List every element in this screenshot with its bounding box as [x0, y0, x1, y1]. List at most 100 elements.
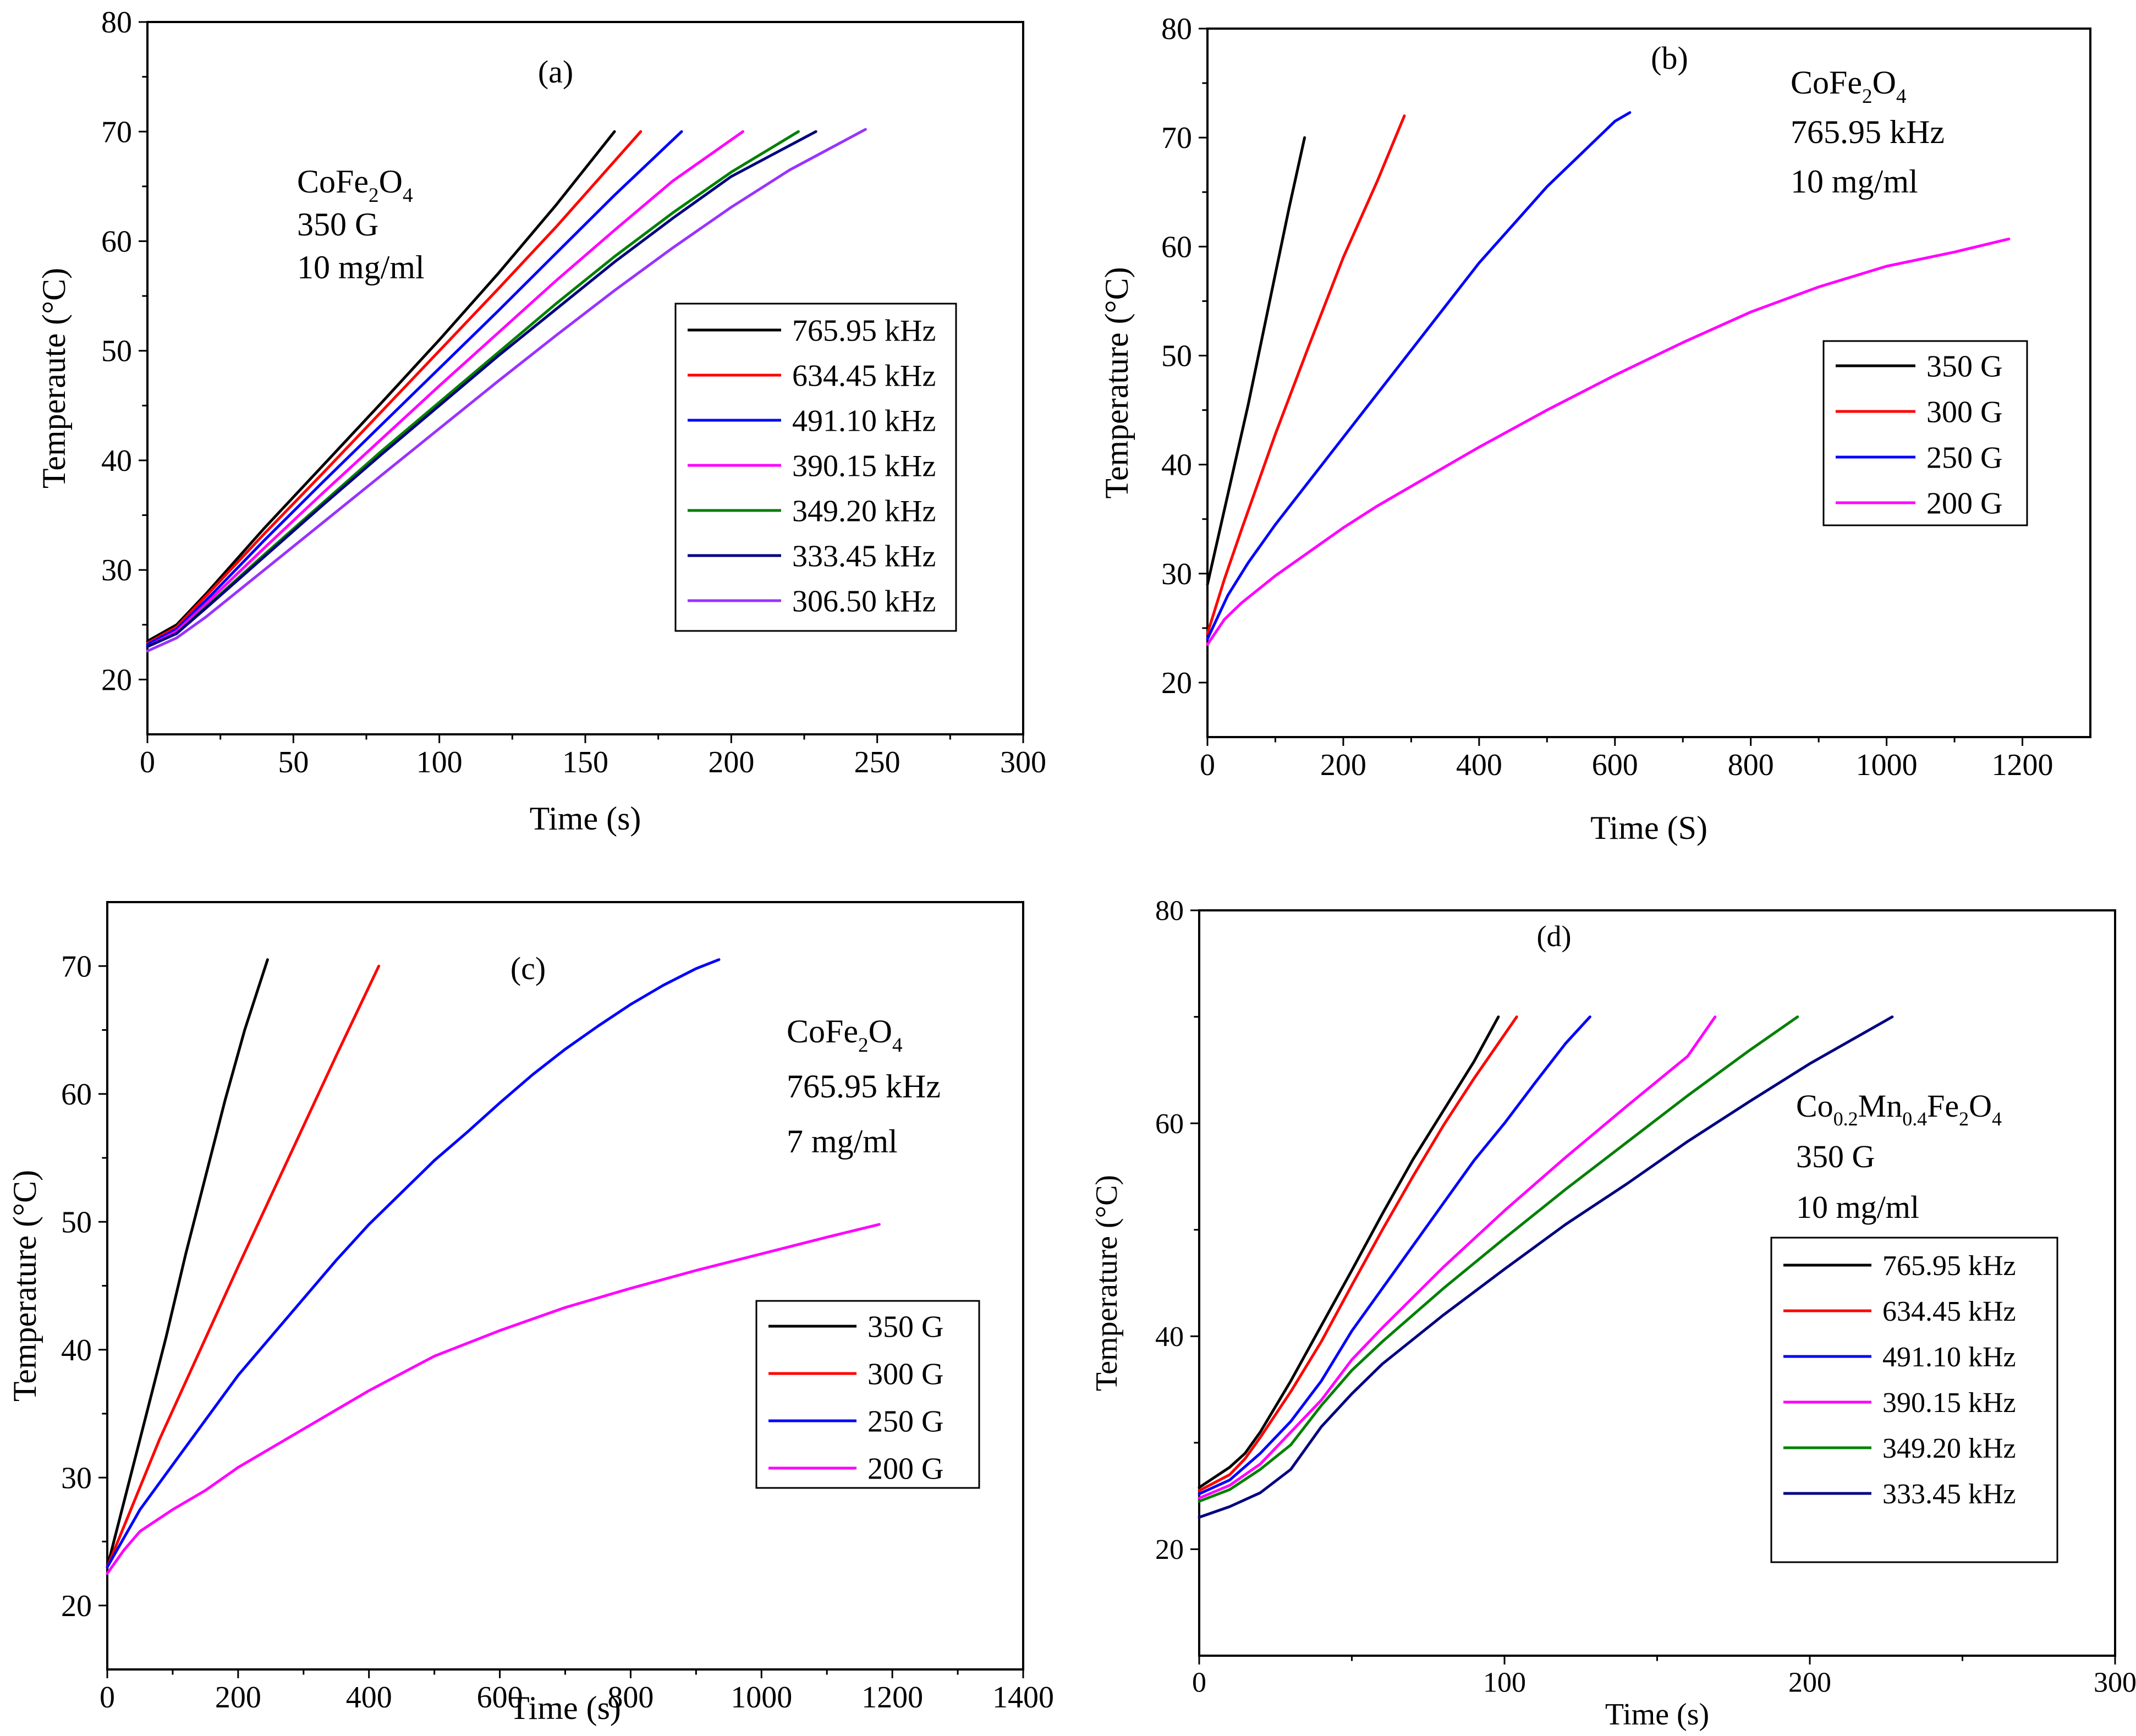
- legend-label: 200 G: [867, 1452, 943, 1486]
- y-tick-label: 70: [1161, 121, 1192, 155]
- series-line-765-95-khz: [146, 130, 616, 643]
- formula-subscript: 4: [892, 1034, 903, 1057]
- y-tick-label: 40: [61, 1333, 92, 1367]
- legend-label: 300 G: [867, 1358, 943, 1392]
- legend: 350 G 300 G 250 G 200 G: [1822, 340, 2028, 526]
- concentration: 10 mg/ml: [1791, 163, 1918, 200]
- legend-label: 200 G: [1926, 487, 2002, 521]
- x-tick-label: 200: [708, 745, 754, 779]
- series-line-200-g: [106, 1223, 881, 1575]
- panel-label: (a): [538, 54, 573, 90]
- formula-text: O: [379, 163, 403, 200]
- y-axis-label: Temperaute (°C): [36, 268, 72, 488]
- series-line-300-g: [106, 964, 381, 1569]
- x-tick-label: 200: [1788, 1667, 1831, 1698]
- formula-subscript: 0.2: [1833, 1108, 1858, 1130]
- x-tick-label: 0: [140, 745, 155, 779]
- field-strength: 765.95 kHz: [1791, 114, 1945, 150]
- series-line-300-g: [1206, 114, 1406, 635]
- y-tick-label: 60: [61, 1078, 92, 1112]
- x-tick-label: 1000: [1856, 748, 1918, 782]
- legend-label: 765.95 kHz: [1882, 1250, 2016, 1282]
- chart-panel-b: 0 200 400 600 800 1000 1200 20 30 40 50 60 70 80 Time …: [1099, 12, 2091, 846]
- x-tick-label: 0: [100, 1680, 115, 1715]
- formula-text: CoFe: [297, 163, 369, 200]
- x-tick-label: 100: [416, 745, 463, 779]
- x-tick-label: 300: [1000, 745, 1046, 779]
- formula-text: O: [1969, 1088, 1992, 1124]
- y-tick-label: 80: [1161, 12, 1192, 46]
- y-tick-label: 40: [1161, 448, 1192, 482]
- formula-text: O: [869, 1013, 892, 1050]
- series-line-333-45-khz: [1198, 1015, 1894, 1519]
- series-line-491-10-khz: [146, 130, 683, 646]
- formula-text: CoFe: [1791, 64, 1862, 101]
- x-axis-label: Time (s): [509, 1690, 621, 1726]
- y-tick-label: 30: [101, 553, 132, 587]
- legend-label: 350 G: [1926, 350, 2002, 384]
- x-tick-label: 1400: [992, 1680, 1054, 1715]
- legend-label: 250 G: [1926, 441, 2002, 475]
- chart-panel-d: 0 100 200 300 20 40 60 80 Time (s) Temperature (°…: [1090, 896, 2136, 1732]
- x-tick-label: 0: [1192, 1667, 1206, 1698]
- y-axis-label: Temperature (°C): [1099, 267, 1135, 498]
- y-axis-label: Temperature (°C): [7, 1170, 43, 1402]
- y-tick-label: 80: [1155, 896, 1184, 927]
- formula-subscript: 2: [858, 1034, 869, 1057]
- formula-subscript: 4: [1992, 1108, 2002, 1130]
- legend-label: 390.15 kHz: [1882, 1387, 2016, 1419]
- y-tick-label: 60: [1155, 1108, 1184, 1140]
- series-line-250-g: [1206, 111, 1632, 641]
- y-tick-label: 30: [1161, 557, 1192, 591]
- x-tick-label: 200: [215, 1680, 261, 1715]
- formula-subscript: 0.4: [1902, 1108, 1927, 1130]
- legend: 350 G 300 G 250 G 200 G: [755, 1300, 980, 1489]
- formula-text: Co: [1796, 1088, 1833, 1124]
- series-line-390-15-khz: [1198, 1015, 1717, 1499]
- y-tick-label: 20: [101, 663, 132, 697]
- legend-label: 349.20 kHz: [792, 495, 936, 529]
- series-line-491-10-khz: [1198, 1015, 1591, 1496]
- series-line-306-50-khz: [146, 128, 867, 653]
- legend-label: 306.50 kHz: [792, 585, 936, 619]
- formula-subscript: 4: [403, 184, 413, 207]
- legend: 765.95 kHz 634.45 kHz 491.10 kHz 390.15 kHz…: [1770, 1237, 2058, 1563]
- concentration: 10 mg/ml: [297, 249, 425, 285]
- y-tick-label: 40: [1155, 1321, 1184, 1353]
- series-line-634-45-khz: [146, 130, 643, 645]
- x-tick-label: 1200: [861, 1680, 923, 1715]
- formula-text: Fe: [1927, 1088, 1959, 1124]
- legend-label: 491.10 kHz: [1882, 1342, 2016, 1373]
- series-line-634-45-khz: [1198, 1015, 1518, 1492]
- legend-label: 491.10 kHz: [792, 404, 936, 438]
- legend-label: 765.95 kHz: [792, 314, 936, 348]
- series-line-200-g: [1206, 237, 2011, 646]
- concentration: 10 mg/ml: [1796, 1189, 1919, 1225]
- legend-label: 349.20 kHz: [1882, 1433, 2016, 1464]
- formula-subscript: 2: [1862, 85, 1873, 108]
- formula-subscript: 2: [369, 184, 379, 207]
- chart-panel-a: 0 50 100 150 200 250 300 20 30 40 50 60 70 80 Time (s)…: [36, 6, 1046, 837]
- field-strength: 765.95 kHz: [787, 1068, 941, 1105]
- legend-label: 300 G: [1926, 395, 2002, 430]
- formula-text: O: [1873, 64, 1896, 101]
- x-tick-label: 50: [278, 745, 309, 779]
- concentration: 7 mg/ml: [787, 1123, 898, 1160]
- x-tick-label: 250: [854, 745, 900, 779]
- formula-text: CoFe: [787, 1013, 858, 1050]
- x-tick-label: 1000: [731, 1680, 792, 1715]
- series-line-349-20-khz: [1198, 1015, 1799, 1503]
- x-tick-label: 600: [477, 1680, 523, 1715]
- y-tick-label: 70: [61, 949, 92, 984]
- series-line-390-15-khz: [146, 130, 745, 649]
- x-tick-label: 150: [562, 745, 608, 779]
- y-tick-label: 50: [1161, 339, 1192, 373]
- formula-text: Mn: [1858, 1088, 1903, 1124]
- legend-box: [674, 303, 957, 632]
- x-axis-label: Time (s): [1605, 1697, 1709, 1732]
- y-tick-label: 50: [101, 334, 132, 369]
- x-axis-label: Time (S): [1590, 810, 1707, 846]
- x-tick-label: 800: [607, 1680, 654, 1715]
- y-axis-label: Temperature (°C): [1090, 1175, 1124, 1391]
